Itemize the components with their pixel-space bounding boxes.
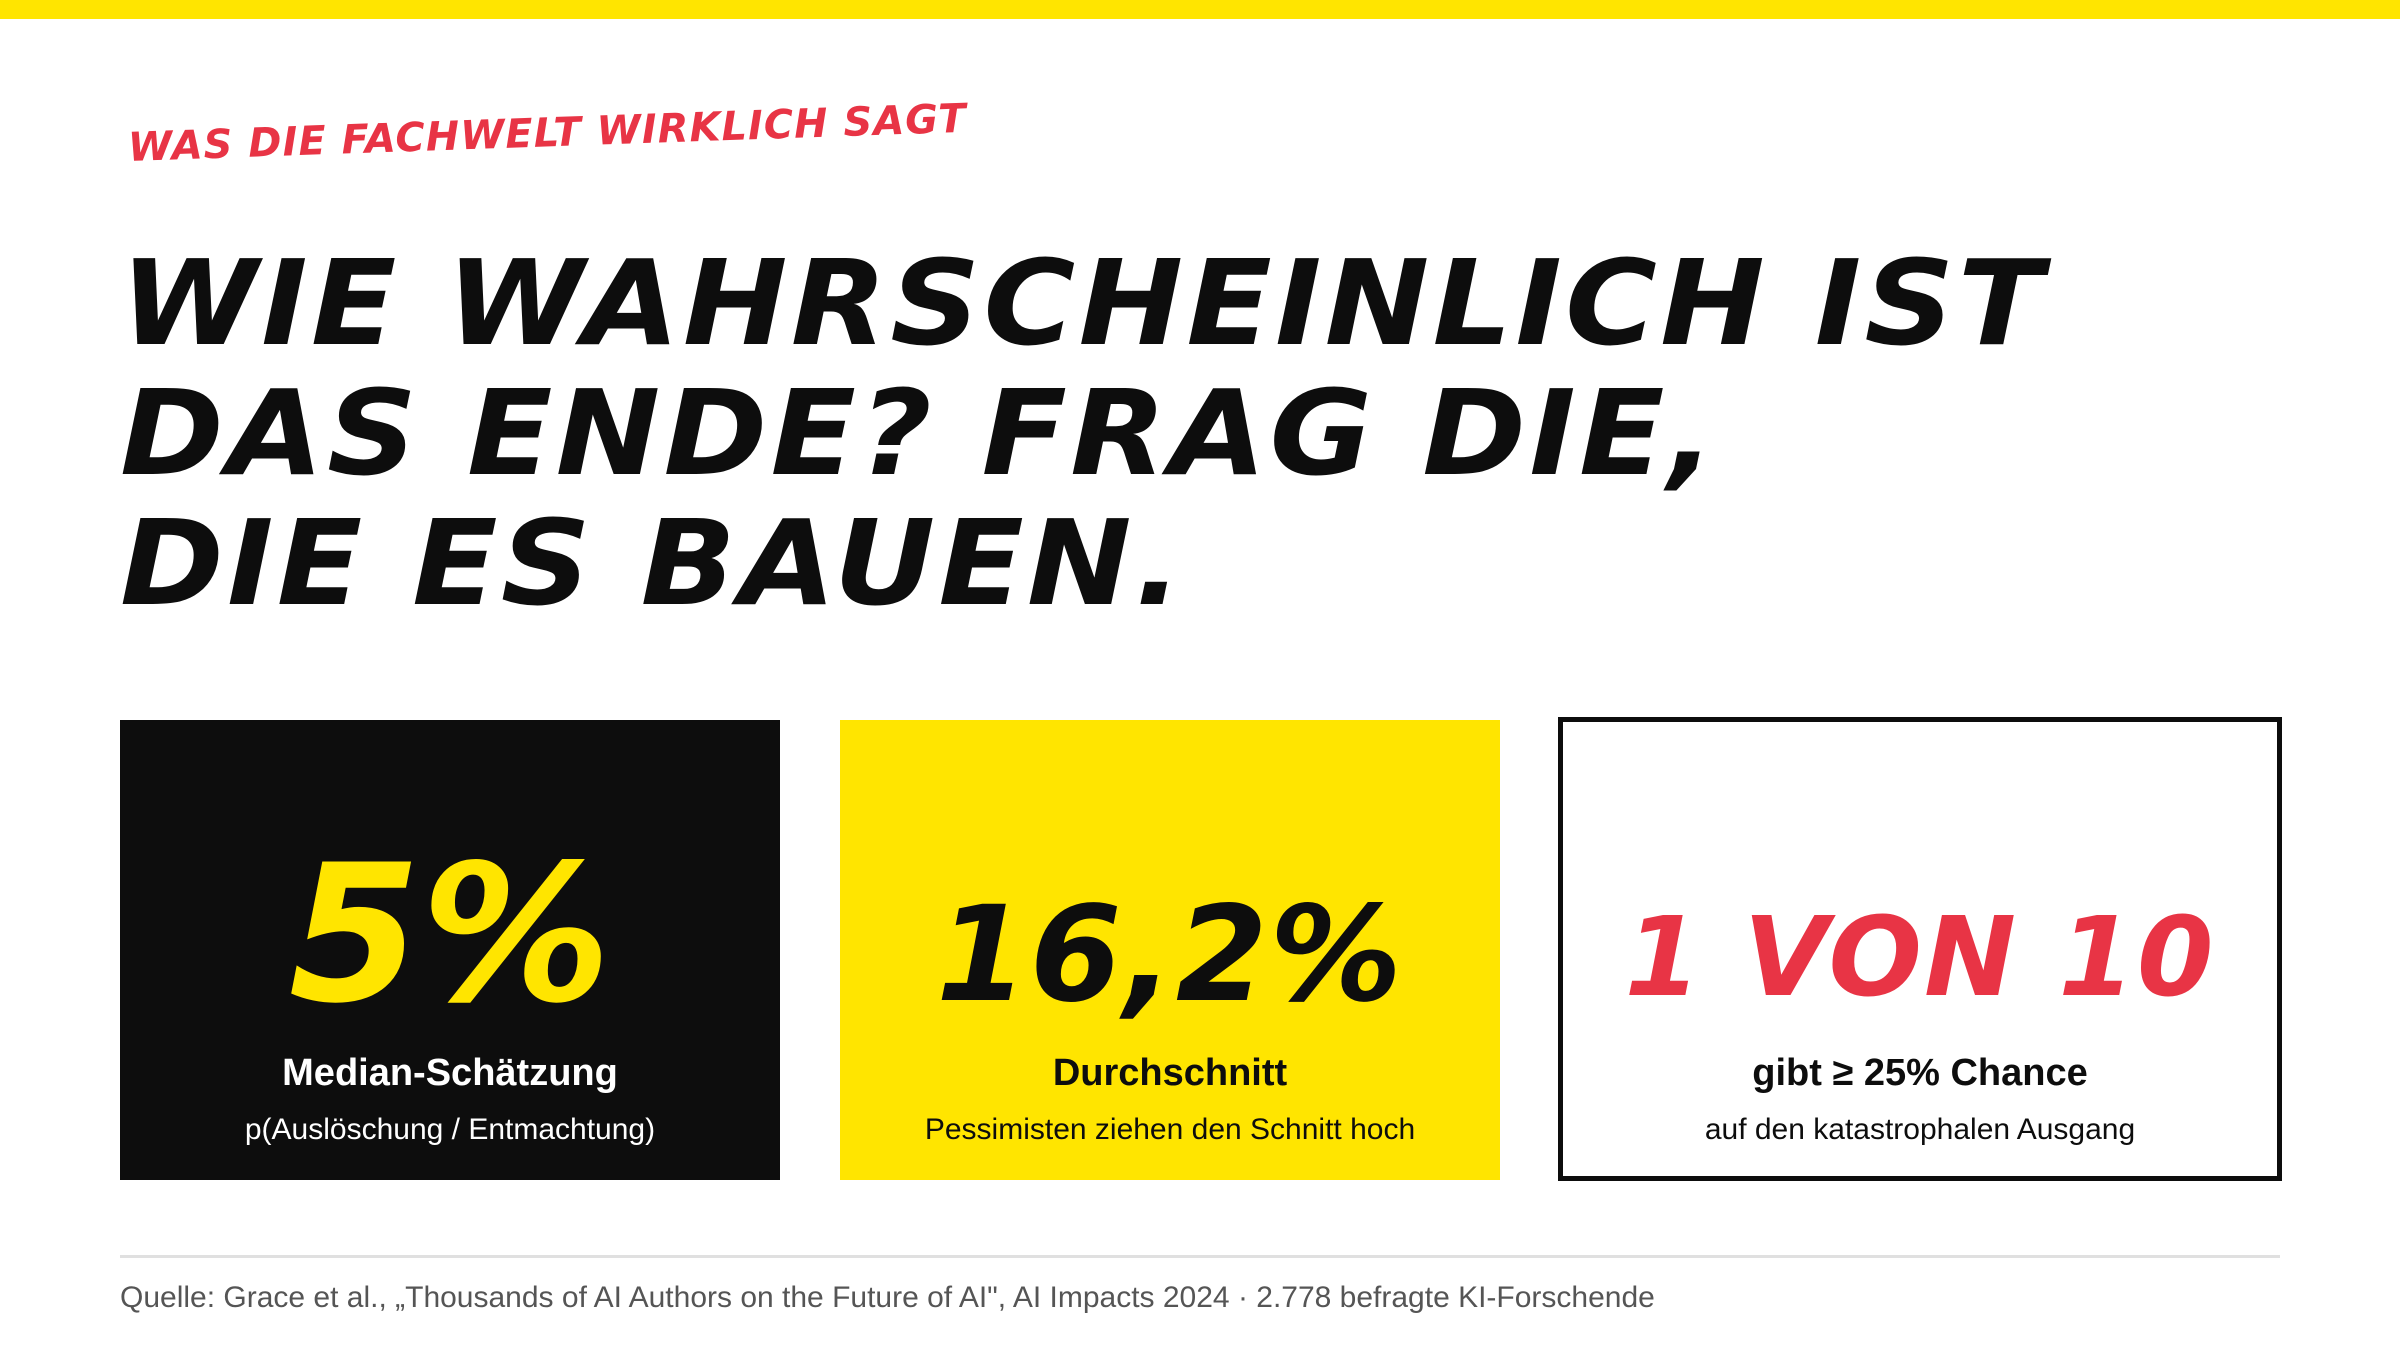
stat-value: 5% (288, 824, 612, 1045)
headline-line-2: DAS ENDE? FRAG DIE, (120, 364, 1719, 502)
headline: WIE WAHRSCHEINLICH IST DAS ENDE? FRAG DI… (120, 238, 2400, 628)
stat-sub: auf den katastrophalen Ausgang (1704, 1113, 2136, 1146)
stat-sub: p(Auslöschung / Entmachtung) (244, 1113, 656, 1146)
stat-label: gibt ≥ 25% Chance (1752, 1052, 2088, 1094)
source-citation: Quelle: Grace et al., „Thousands of AI A… (120, 1281, 1655, 1314)
stat-value: 16,2% (936, 878, 1404, 1032)
divider (120, 1255, 2280, 1258)
stat-card-mean: 16,2% Durchschnitt Pessimisten ziehen de… (840, 720, 1500, 1180)
headline-line-3: DIE ES BAUEN. (120, 494, 1186, 632)
stat-card-one-in-ten: 1 VON 10 gibt ≥ 25% Chance auf den katas… (1558, 717, 2282, 1181)
stat-label: Median-Schätzung (282, 1052, 618, 1094)
stat-card-median: 5% Median-Schätzung p(Auslöschung / Entm… (120, 720, 780, 1180)
top-accent-bar (0, 0, 2400, 19)
headline-line-1: WIE WAHRSCHEINLICH IST (120, 234, 2047, 372)
stat-value: 1 VON 10 (1624, 893, 2216, 1021)
kicker: Was die Fachwelt wirklich sagt (127, 95, 968, 171)
stat-sub: Pessimisten ziehen den Schnitt hoch (924, 1113, 1416, 1146)
stat-label: Durchschnitt (1052, 1052, 1288, 1094)
